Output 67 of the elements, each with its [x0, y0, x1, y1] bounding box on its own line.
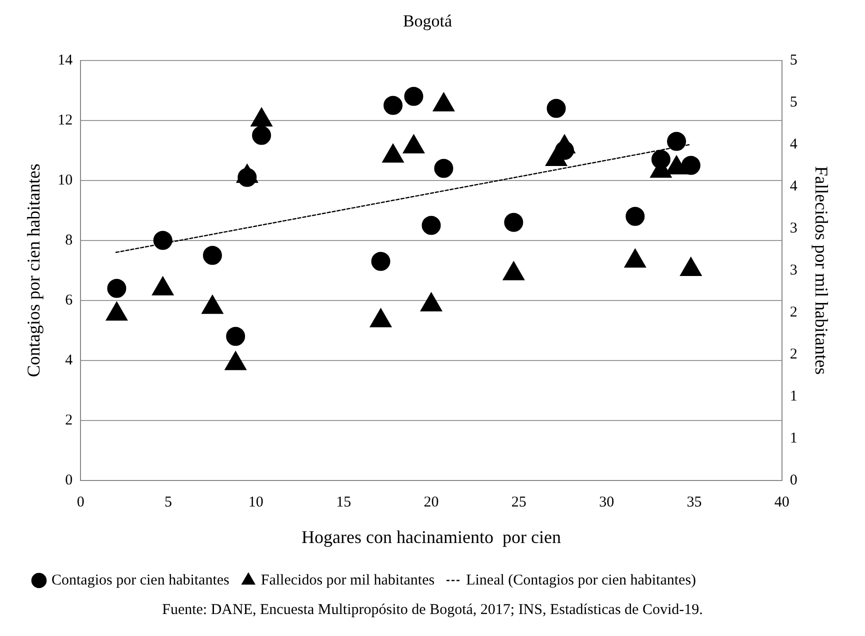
y2-tick-label: 5 — [790, 52, 798, 68]
point — [404, 86, 424, 106]
y-tick-label: 4 — [65, 352, 74, 368]
x-tick-label: 20 — [424, 494, 439, 510]
y-tick-label: 2 — [65, 412, 73, 428]
point — [107, 278, 126, 298]
x-axis-title: Hogares con hacinamiento por cien — [302, 526, 561, 547]
x-tick-label: 25 — [511, 494, 526, 510]
y2-tick-label: 2 — [790, 346, 798, 362]
x-tick-label: 10 — [248, 494, 264, 510]
x-tick-label: 30 — [599, 494, 614, 510]
y2-tick-label: 4 — [790, 136, 798, 152]
point — [371, 252, 390, 271]
y2-tick-label: 3 — [790, 220, 798, 236]
point — [502, 261, 525, 280]
x-tick-label: 5 — [164, 494, 172, 510]
x-tick-label: 15 — [336, 494, 352, 510]
y2-axis-title: Fallecidos por mil habitantes — [811, 166, 832, 375]
point — [504, 212, 524, 232]
source-note: Fuente: DANE, Encuesta Multipropósito de Bogotá, 2017; INS, Estadísticas de Covid-19. — [161, 602, 704, 619]
point — [554, 140, 574, 160]
point — [402, 134, 425, 154]
point — [546, 98, 566, 118]
point — [224, 351, 246, 370]
point — [226, 326, 246, 346]
y-tick-label: 0 — [65, 472, 73, 488]
point — [432, 92, 455, 112]
point — [202, 246, 222, 265]
x-tick-label: 35 — [686, 494, 702, 510]
y2-tick-label: 4 — [790, 178, 798, 194]
point — [152, 276, 174, 296]
point — [420, 292, 442, 312]
legend-label: Fallecidos por mil habitantes — [260, 572, 435, 588]
legend-label: Lineal (Contagios por cien habitantes) — [466, 572, 696, 588]
y2-tick-label: 3 — [790, 262, 798, 278]
point — [626, 206, 645, 226]
point — [384, 96, 403, 115]
point — [250, 108, 272, 127]
y-tick-label: 12 — [58, 112, 73, 128]
y2-tick-label: 1 — [790, 430, 798, 446]
y-tick-label: 14 — [58, 52, 74, 68]
point — [370, 308, 392, 328]
point — [667, 132, 686, 151]
y-tick-label: 8 — [65, 232, 73, 248]
point — [680, 257, 702, 276]
point — [651, 150, 670, 169]
point — [153, 230, 172, 250]
legend-label: Contagios por cien habitantes — [52, 572, 230, 588]
point — [106, 302, 128, 321]
y-axis-title: Contagios por cien habitantes — [24, 164, 44, 378]
chart-title: Bogotá — [402, 12, 453, 31]
y-tick-label: 6 — [65, 292, 74, 308]
x-tick-label: 40 — [774, 494, 790, 510]
y2-tick-label: 2 — [790, 304, 798, 320]
y2-tick-label: 0 — [790, 472, 798, 488]
y2-tick-label: 5 — [790, 94, 798, 110]
point — [681, 156, 700, 175]
point — [202, 294, 224, 314]
y2-tick-label: 1 — [790, 388, 798, 404]
point — [422, 216, 441, 235]
point — [382, 144, 404, 163]
point — [434, 158, 454, 178]
y-tick-label: 10 — [58, 172, 73, 188]
point — [624, 248, 646, 268]
point — [666, 155, 688, 174]
x-tick-label: 0 — [76, 494, 84, 510]
point — [252, 126, 272, 145]
